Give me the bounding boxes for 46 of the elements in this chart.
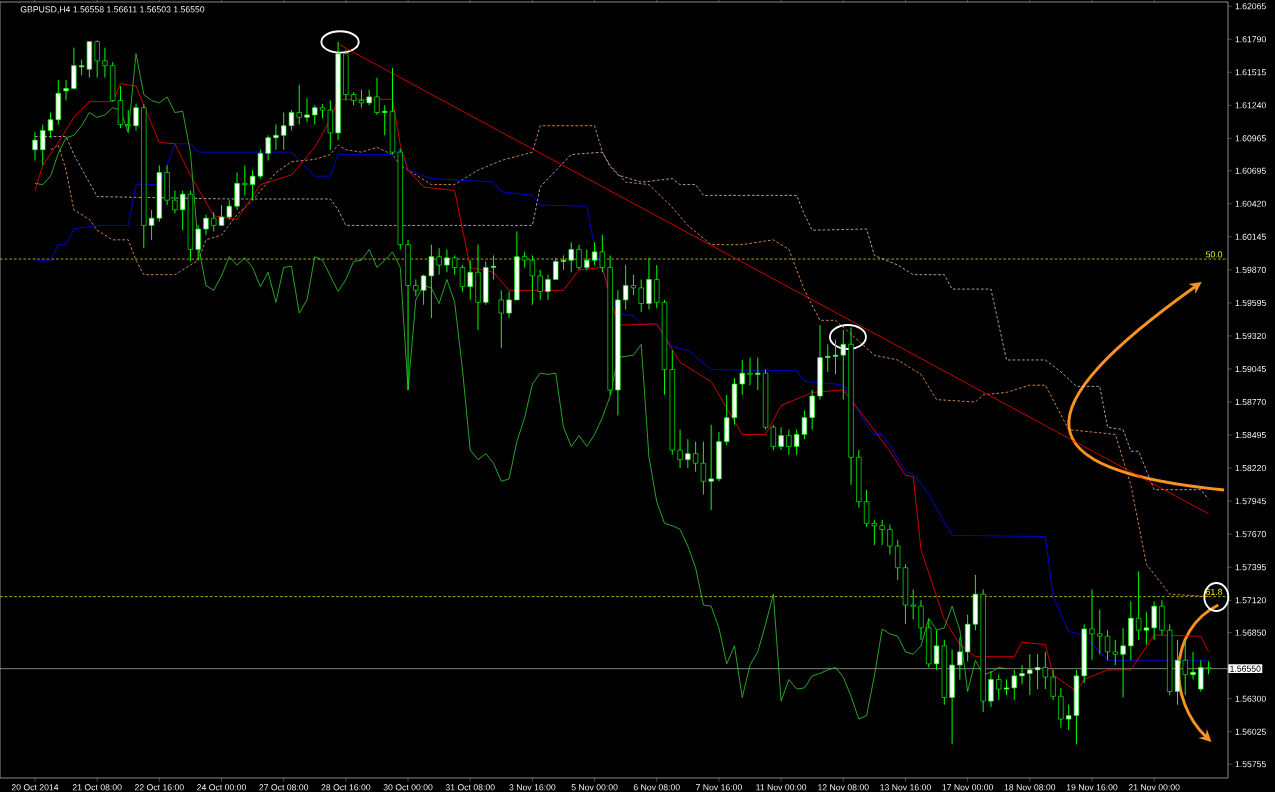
y-tick-label: 1.60420 bbox=[1235, 200, 1266, 207]
chart-title: GBPUSD,H4 1.56558 1.56611 1.56503 1.56550 bbox=[20, 6, 205, 14]
x-tick-label: 31 Oct 08:00 bbox=[445, 784, 495, 791]
x-tick-label: 30 Oct 00:00 bbox=[383, 784, 433, 791]
y-tick-label: 1.62065 bbox=[1235, 3, 1266, 10]
y-tick-label: 1.59320 bbox=[1235, 332, 1266, 339]
y-tick-label: 1.57945 bbox=[1235, 498, 1266, 505]
y-tick-label: 1.57120 bbox=[1235, 597, 1266, 604]
x-tick-label: 28 Oct 16:00 bbox=[321, 784, 371, 791]
y-tick-label: 1.58220 bbox=[1235, 465, 1266, 472]
x-tick-label: 5 Nov 00:00 bbox=[571, 784, 618, 791]
x-tick-label: 27 Oct 08:00 bbox=[259, 784, 309, 791]
y-tick-label: 1.60965 bbox=[1235, 135, 1266, 142]
x-tick-label: 19 Nov 16:00 bbox=[1066, 784, 1118, 791]
x-tick-label: 12 Nov 08:00 bbox=[818, 784, 869, 791]
y-tick-label: 1.60145 bbox=[1235, 233, 1266, 240]
x-tick-label: 17 Nov 00:00 bbox=[942, 784, 994, 791]
y-tick-label: 1.56300 bbox=[1235, 695, 1266, 702]
x-tick-label: 20 Oct 2014 bbox=[11, 784, 59, 791]
y-tick-label: 1.56850 bbox=[1235, 629, 1266, 636]
x-tick-label: 24 Oct 00:00 bbox=[197, 784, 246, 791]
ref-line-label: 1.56550 bbox=[1230, 665, 1261, 672]
y-tick-label: 1.55755 bbox=[1235, 761, 1266, 768]
y-tick-label: 1.56025 bbox=[1235, 728, 1266, 735]
y-tick-label: 1.61515 bbox=[1235, 69, 1266, 76]
x-tick-label: 3 Nov 16:00 bbox=[509, 784, 556, 791]
annotation: 61.8 bbox=[1206, 588, 1223, 595]
y-tick-label: 1.58770 bbox=[1235, 398, 1266, 406]
y-tick-label: 1.59595 bbox=[1235, 299, 1266, 306]
y-tick-label: 1.61790 bbox=[1235, 36, 1266, 43]
x-tick-label: 6 Nov 08:00 bbox=[633, 784, 680, 791]
x-tick-label: 21 Oct 08:00 bbox=[72, 784, 122, 791]
y-tick-label: 1.57670 bbox=[1235, 531, 1266, 538]
x-tick-label: 7 Nov 16:00 bbox=[696, 784, 742, 791]
y-tick-label: 1.57395 bbox=[1235, 564, 1266, 571]
x-tick-label: 11 Nov 00:00 bbox=[756, 784, 807, 791]
y-tick-label: 1.61240 bbox=[1235, 102, 1266, 109]
y-tick-label: 1.58495 bbox=[1235, 431, 1266, 439]
y-tick-label: 1.59870 bbox=[1235, 266, 1266, 273]
y-tick-label: 1.59045 bbox=[1235, 365, 1266, 373]
x-tick-label: 18 Nov 08:00 bbox=[1004, 784, 1056, 791]
x-tick-label: 21 Nov 00:00 bbox=[1128, 784, 1180, 791]
y-tick-label: 1.60695 bbox=[1235, 167, 1266, 174]
x-tick-label: 13 Nov 16:00 bbox=[880, 784, 931, 791]
x-tick-label: 22 Oct 16:00 bbox=[134, 784, 184, 791]
annotation: 50.0 bbox=[1206, 251, 1223, 258]
